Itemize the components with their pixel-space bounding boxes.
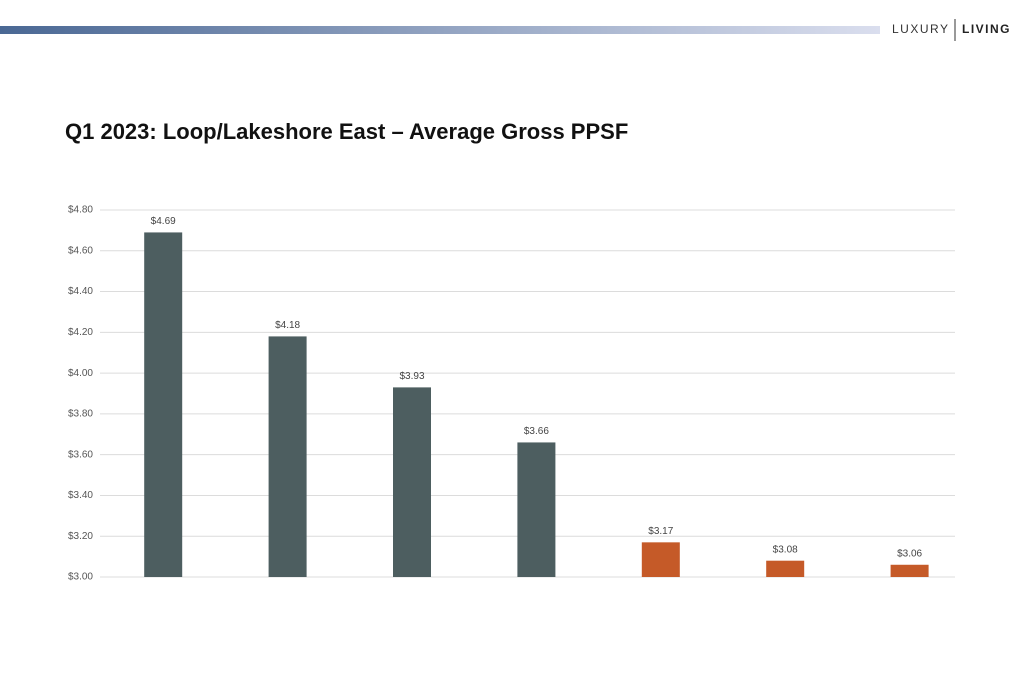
bar [641, 542, 680, 577]
y-tick-label: $3.00 [68, 572, 93, 583]
bar [517, 442, 556, 577]
value-label: $3.93 [399, 371, 424, 382]
value-label: $3.66 [524, 426, 549, 437]
y-tick-label: $4.60 [68, 245, 93, 256]
value-label: $3.08 [773, 544, 798, 555]
y-tick-label: $4.80 [68, 205, 93, 216]
bar [766, 560, 805, 577]
value-label: $3.17 [648, 526, 673, 537]
bar [144, 232, 183, 577]
y-tick-label: $4.40 [68, 286, 93, 297]
y-tick-label: $4.20 [68, 327, 93, 338]
bar [890, 564, 929, 577]
value-label: $3.06 [897, 548, 922, 559]
brand-bold: LIVING [962, 22, 1011, 36]
header-bar [0, 26, 880, 34]
bar [268, 336, 307, 577]
y-tick-label: $3.20 [68, 531, 93, 542]
y-tick-label: $3.80 [68, 409, 93, 420]
value-label: $4.18 [275, 320, 300, 331]
y-tick-label: $4.00 [68, 368, 93, 379]
chart-title: Q1 2023: Loop/Lakeshore East – Average G… [65, 119, 628, 144]
value-label: $4.69 [151, 216, 176, 227]
y-tick-label: $3.60 [68, 449, 93, 460]
bar [393, 387, 431, 577]
y-tick-label: $3.40 [68, 490, 93, 501]
brand-light: LUXURY [892, 22, 949, 36]
